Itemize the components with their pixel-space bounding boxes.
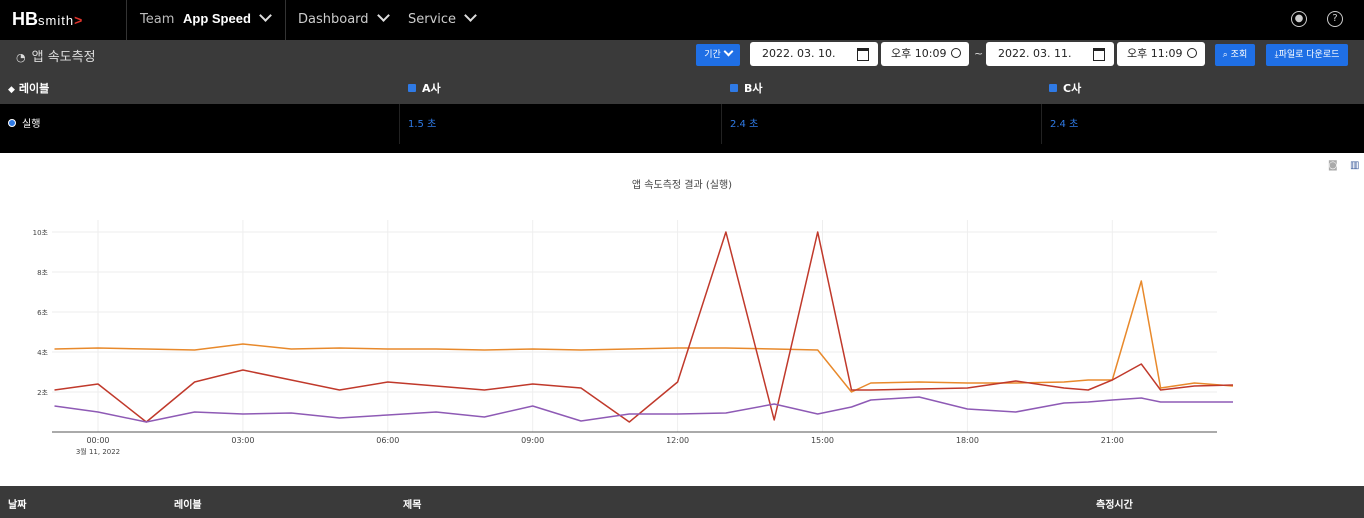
chart-title: 앱 속도측정 결과 (실행) bbox=[631, 180, 733, 191]
x-tick-label: 18:00 bbox=[956, 436, 979, 445]
x-tick-label: 06:00 bbox=[376, 436, 399, 445]
end-time-input[interactable]: 오후 11:09 bbox=[1117, 42, 1205, 66]
header-label: ◆ 레이블 bbox=[8, 82, 50, 95]
x-axis-date-label: 3월 11, 2022 bbox=[76, 447, 120, 456]
clock-icon[interactable] bbox=[1187, 48, 1197, 58]
calendar-icon[interactable] bbox=[857, 48, 869, 61]
start-time-input[interactable]: 오후 10:09 bbox=[881, 42, 969, 66]
hbsmith-logo[interactable]: HBsmith> bbox=[12, 9, 83, 29]
x-tick-label: 00:00 bbox=[86, 436, 109, 445]
series-line-1 bbox=[54, 280, 1234, 393]
x-tick-label: 03:00 bbox=[231, 436, 254, 445]
period-button[interactable]: 기간 bbox=[696, 44, 740, 66]
tag-icon: ◆ bbox=[8, 85, 15, 95]
value-b[interactable]: 2.4 초 bbox=[730, 119, 759, 130]
top-navbar: HBsmith> Team App Speed Dashboard Servic… bbox=[0, 0, 1364, 40]
line-chart: 00:00 03:00 06:00 09:00 12:00 15:00 18:00 21:00… bbox=[33, 220, 1234, 456]
search-icon: ⌕ bbox=[1222, 50, 1228, 60]
value-c[interactable]: 2.4 초 bbox=[1050, 119, 1079, 130]
divider bbox=[126, 0, 127, 40]
search-button[interactable]: ⌕ 조회 bbox=[1215, 44, 1255, 66]
divider bbox=[1041, 104, 1042, 144]
start-date-input[interactable]: 2022. 03. 10. bbox=[750, 42, 878, 66]
divider bbox=[721, 104, 722, 144]
radio-selected[interactable] bbox=[8, 119, 16, 127]
row-label[interactable]: 실행 bbox=[8, 115, 40, 130]
chevron-down-icon bbox=[723, 46, 734, 57]
y-tick-label: 6초 bbox=[37, 309, 48, 317]
end-date-input[interactable]: 2022. 03. 11. bbox=[986, 42, 1114, 66]
nav-service[interactable]: Service bbox=[408, 9, 477, 27]
download-button[interactable]: ⤓파일로 다운로드 bbox=[1266, 44, 1348, 66]
table-row: 실행 1.5 초 2.4 초 2.4 초 bbox=[0, 104, 1364, 153]
value-a[interactable]: 1.5 초 bbox=[408, 119, 437, 130]
y-tick-label: 4초 bbox=[37, 349, 48, 357]
results-table-header: 날짜 레이블 제목 측정시간 bbox=[0, 486, 1364, 518]
chevron-down-icon bbox=[259, 9, 272, 22]
nav-dashboard[interactable]: Dashboard bbox=[298, 9, 390, 27]
calendar-icon[interactable] bbox=[1093, 48, 1105, 61]
speedometer-icon: ◔ bbox=[16, 51, 26, 64]
checkbox-c[interactable] bbox=[1049, 84, 1057, 92]
series-line-3 bbox=[54, 396, 1233, 423]
y-tick-label: 8초 bbox=[37, 269, 48, 277]
summary-table-header: ◆ 레이블 A사 B사 C사 bbox=[0, 70, 1364, 105]
chevron-down-icon bbox=[376, 9, 390, 22]
camera-icon[interactable]: ◙ bbox=[1328, 160, 1338, 171]
range-separator: ~ bbox=[974, 47, 984, 60]
y-tick-label: 2초 bbox=[37, 389, 48, 397]
col-measure-time[interactable]: 측정시간 bbox=[1096, 500, 1133, 511]
x-tick-label: 21:00 bbox=[1101, 436, 1124, 445]
col-date[interactable]: 날짜 bbox=[8, 500, 27, 511]
clock-icon[interactable] bbox=[951, 48, 961, 58]
toolbar: ◔ 앱 속도측정 기간 2022. 03. 10. 오후 10:09 ~ 2022… bbox=[0, 40, 1364, 70]
x-tick-label: 09:00 bbox=[521, 436, 544, 445]
team-label: Team bbox=[140, 12, 175, 27]
header-company-a[interactable]: A사 bbox=[408, 80, 441, 96]
bar-chart-icon[interactable]: ▥ bbox=[1350, 160, 1360, 171]
divider bbox=[399, 104, 400, 144]
series-line-2 bbox=[54, 231, 1234, 423]
x-tick-label: 15:00 bbox=[811, 436, 834, 445]
col-title[interactable]: 제목 bbox=[403, 500, 422, 511]
chevron-down-icon bbox=[464, 9, 477, 22]
page-title: ◔ 앱 속도측정 bbox=[16, 50, 96, 65]
checkbox-b[interactable] bbox=[730, 84, 738, 92]
team-name: App Speed bbox=[183, 11, 251, 26]
header-company-b[interactable]: B사 bbox=[730, 80, 763, 96]
x-tick-label: 12:00 bbox=[666, 436, 689, 445]
col-label[interactable]: 레이블 bbox=[174, 500, 202, 511]
y-tick-label: 10초 bbox=[33, 229, 49, 237]
help-icon[interactable]: ? bbox=[1327, 11, 1343, 27]
checkbox-a[interactable] bbox=[408, 84, 416, 92]
header-company-c[interactable]: C사 bbox=[1049, 80, 1081, 96]
team-dropdown[interactable]: App Speed bbox=[183, 9, 272, 26]
download-icon: ⤓ bbox=[1274, 50, 1279, 60]
user-icon[interactable]: ● bbox=[1291, 11, 1307, 27]
divider bbox=[285, 0, 286, 40]
